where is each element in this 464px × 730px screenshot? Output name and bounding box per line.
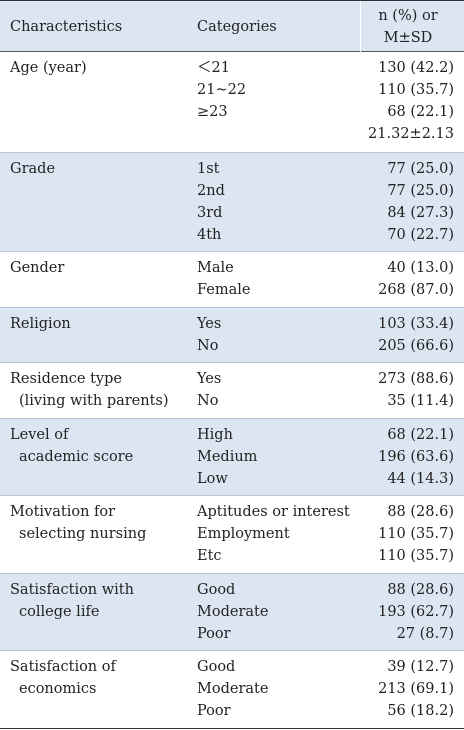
value: 68 (22.1) [387, 104, 454, 120]
category: Male [197, 260, 234, 276]
value: 88 (28.6) [387, 581, 454, 598]
value: 268 (87.0) [378, 282, 454, 298]
characteristic: Level of [10, 426, 69, 443]
table-row: Religion Yes No 103 (33.4) 205 (66.6) [0, 306, 464, 362]
value: 21.32±2.13 [368, 126, 454, 142]
value: 110 (35.7) [378, 526, 454, 542]
category: ＜21 [197, 60, 230, 76]
category: Low [197, 470, 228, 487]
value: 193 (62.7) [378, 603, 454, 620]
value: 39 (12.7) [387, 659, 454, 675]
value: 110 (35.7) [378, 548, 454, 564]
characteristic: Grade [10, 160, 56, 177]
value: 88 (28.6) [387, 504, 454, 520]
category: 3rd [197, 204, 223, 221]
characteristic: Residence type [10, 371, 122, 387]
characteristic: economics [19, 681, 97, 697]
category: High [197, 426, 233, 443]
characteristic: Motivation for [10, 504, 116, 520]
category: 21~22 [197, 82, 247, 98]
header-cell: M±SD [383, 30, 433, 46]
characteristic: academic score [19, 448, 134, 465]
characteristic: selecting nursing [19, 526, 147, 542]
value: 205 (66.6) [378, 337, 454, 354]
value: 213 (69.1) [378, 681, 454, 697]
characteristic: Gender [10, 260, 65, 276]
category: No [197, 337, 219, 354]
category: Moderate [197, 603, 269, 620]
value: 70 (22.7) [387, 226, 454, 243]
value: 84 (27.3) [387, 204, 454, 221]
table-row: Satisfaction with college life Good Moderat… [0, 572, 464, 650]
category: 1st [197, 160, 220, 177]
column-divider [360, 1, 361, 53]
category: Poor [197, 703, 231, 719]
value: 56 (18.2) [387, 703, 454, 719]
bottom-border [0, 727, 464, 729]
table-row: Satisfaction of economics Good Moderate Poor… [0, 650, 464, 728]
category: No [197, 393, 219, 409]
category: Poor [197, 625, 231, 642]
table-row: Residence type (living with parents) Yes No… [0, 362, 464, 418]
header-cell: Characteristics [10, 19, 123, 35]
header-cell: n (%) or [378, 8, 438, 24]
category: Etc [197, 548, 222, 564]
value: 196 (63.6) [378, 448, 454, 465]
table-row: Age (year) ＜21 21~22 ≥23 130 (42.2) 110 (35.7… [0, 52, 464, 152]
table-row: Level of academic score High Medium Low 68 (2… [0, 417, 464, 495]
category: ≥23 [197, 104, 228, 120]
category: 2nd [197, 182, 225, 199]
category: Aptitudes or interest [197, 504, 350, 520]
value: 77 (25.0) [387, 160, 454, 177]
category: Good [197, 581, 236, 598]
category: Moderate [197, 681, 269, 697]
characteristic: (living with parents) [19, 393, 169, 409]
category: Good [197, 659, 236, 675]
value: 68 (22.1) [387, 426, 454, 443]
value: 44 (14.3) [387, 470, 454, 487]
category: Yes [197, 371, 222, 387]
table-row: Grade 1st 2nd 3rd 4th 77 (25.0) 77 (25.0) 84 (2… [0, 151, 464, 251]
value: 27 (8.7) [396, 625, 454, 642]
table-row: Gender Male Female 40 (13.0) 268 (87.0) [0, 251, 464, 307]
category: Medium [197, 448, 258, 465]
characteristic: college life [19, 603, 100, 620]
value: 130 (42.2) [378, 60, 454, 76]
category: Yes [197, 315, 222, 332]
header-cell: Categories [197, 19, 277, 35]
category: Employment [197, 526, 290, 542]
category: Female [197, 282, 251, 298]
characteristic: Satisfaction of [10, 659, 116, 675]
value: 110 (35.7) [378, 82, 454, 98]
header-row: Characteristics Categories n (%) or M±SD [0, 0, 464, 53]
value: 273 (88.6) [378, 371, 454, 387]
value: 40 (13.0) [387, 260, 454, 276]
characteristic: Religion [10, 315, 71, 332]
category: 4th [197, 226, 222, 243]
value: 103 (33.4) [378, 315, 454, 332]
table-row: Motivation for selecting nursing Aptitudes… [0, 495, 464, 573]
characteristic: Satisfaction with [10, 581, 134, 598]
value: 77 (25.0) [387, 182, 454, 199]
characteristic: Age (year) [10, 60, 87, 76]
value: 35 (11.4) [387, 393, 454, 409]
